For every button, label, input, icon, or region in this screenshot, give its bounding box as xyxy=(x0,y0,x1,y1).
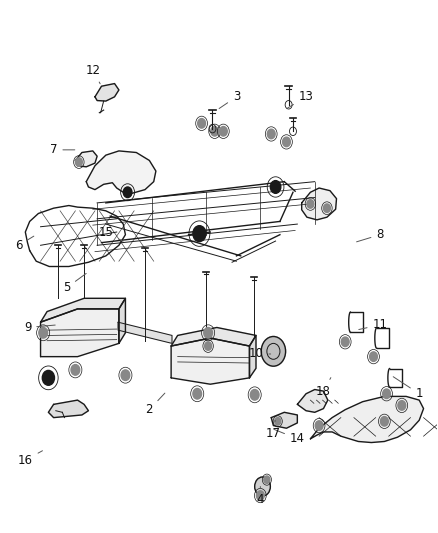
Circle shape xyxy=(323,204,330,213)
Circle shape xyxy=(370,352,378,361)
Polygon shape xyxy=(271,413,297,428)
Text: 2: 2 xyxy=(145,393,165,416)
Text: 1: 1 xyxy=(393,377,423,400)
Circle shape xyxy=(264,476,270,483)
Circle shape xyxy=(204,327,212,338)
Text: 8: 8 xyxy=(357,228,384,242)
Circle shape xyxy=(121,370,130,381)
Polygon shape xyxy=(95,84,119,101)
Circle shape xyxy=(254,477,270,496)
Text: 12: 12 xyxy=(85,64,100,84)
Circle shape xyxy=(381,417,389,426)
Circle shape xyxy=(39,327,47,338)
Circle shape xyxy=(123,187,132,198)
Polygon shape xyxy=(297,390,328,413)
Text: 7: 7 xyxy=(50,143,75,156)
Polygon shape xyxy=(41,309,119,357)
Circle shape xyxy=(256,491,264,500)
Text: 11: 11 xyxy=(359,318,388,332)
Circle shape xyxy=(398,401,406,410)
Circle shape xyxy=(270,181,281,193)
Text: 16: 16 xyxy=(18,451,42,466)
Text: 5: 5 xyxy=(63,273,86,294)
Text: 4: 4 xyxy=(257,487,264,506)
Circle shape xyxy=(211,126,219,136)
Circle shape xyxy=(341,337,349,346)
Circle shape xyxy=(275,418,281,425)
Circle shape xyxy=(198,118,205,128)
Circle shape xyxy=(315,421,323,430)
Circle shape xyxy=(75,158,82,166)
Polygon shape xyxy=(48,400,88,418)
Text: 13: 13 xyxy=(286,90,314,109)
Polygon shape xyxy=(311,397,424,442)
Polygon shape xyxy=(302,188,336,220)
Circle shape xyxy=(383,389,391,399)
Circle shape xyxy=(307,200,314,208)
Circle shape xyxy=(71,365,80,375)
Circle shape xyxy=(193,389,201,399)
Text: 10: 10 xyxy=(248,348,271,360)
Polygon shape xyxy=(171,338,250,384)
Text: 15: 15 xyxy=(99,225,123,241)
Circle shape xyxy=(261,336,286,366)
Polygon shape xyxy=(75,151,97,167)
Text: 17: 17 xyxy=(266,421,281,440)
Polygon shape xyxy=(118,322,172,343)
Text: 14: 14 xyxy=(274,429,305,446)
Text: 3: 3 xyxy=(219,90,240,109)
Text: 6: 6 xyxy=(15,236,34,252)
Circle shape xyxy=(283,137,290,147)
Polygon shape xyxy=(250,335,256,378)
Polygon shape xyxy=(41,298,125,322)
Text: 18: 18 xyxy=(316,378,331,398)
Circle shape xyxy=(251,390,259,400)
Circle shape xyxy=(42,370,54,385)
Polygon shape xyxy=(86,151,156,193)
Polygon shape xyxy=(171,327,256,346)
Polygon shape xyxy=(119,298,125,343)
Circle shape xyxy=(267,129,275,139)
Circle shape xyxy=(205,342,212,350)
Circle shape xyxy=(219,126,227,136)
Circle shape xyxy=(193,225,206,241)
Text: 9: 9 xyxy=(24,321,55,334)
